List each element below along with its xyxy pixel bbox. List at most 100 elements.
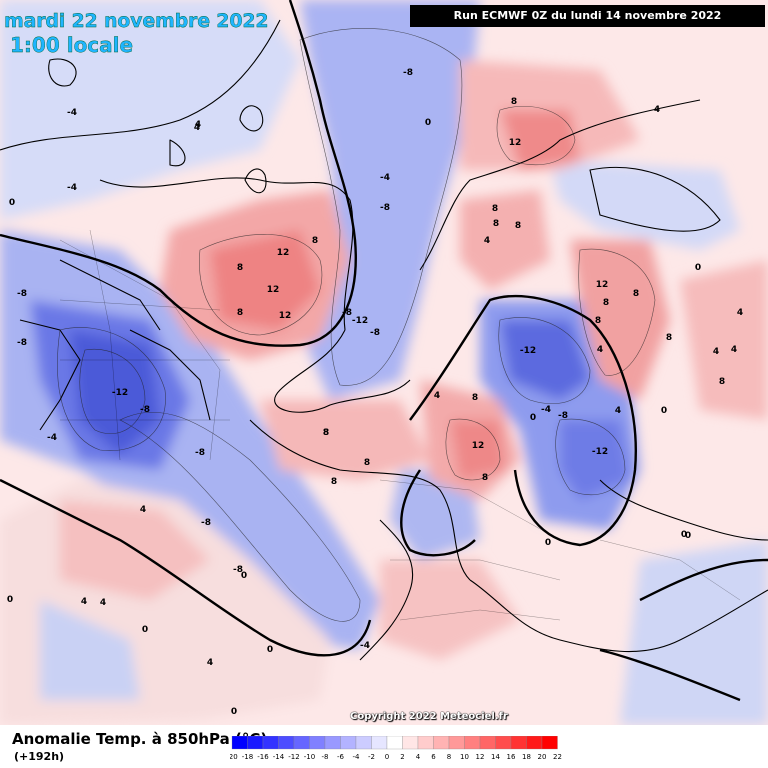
legend-tick: 4 <box>416 753 421 761</box>
contour-label: -8 <box>558 411 568 421</box>
contour-label: 0 <box>681 530 687 540</box>
run-info: Run ECMWF 0Z du lundi 14 novembre 2022 <box>410 5 765 27</box>
contour-label: -12 <box>520 346 536 356</box>
forecast-date: mardi 22 novembre 2022 <box>4 10 269 32</box>
contour-label: -8 <box>17 289 27 299</box>
legend-tick: -14 <box>273 753 285 761</box>
legend-tick: -12 <box>288 753 299 761</box>
contour-label: -8 <box>201 518 211 528</box>
contour-label: 0 <box>7 595 13 605</box>
contour-label: -8 <box>380 203 390 213</box>
contour-label: 12 <box>472 441 485 451</box>
contour-label: 4 <box>654 105 660 115</box>
legend-tick: 6 <box>431 753 436 761</box>
graticule <box>59 229 741 621</box>
color-scale: -20-18-16-14-12-10-8-6-4-202468101214161… <box>230 736 562 761</box>
legend-tick: 16 <box>507 753 516 761</box>
contour-label: 8 <box>312 236 318 246</box>
contour-label: 4 <box>615 406 621 416</box>
legend-tick: 2 <box>400 753 404 761</box>
contour-label: 8 <box>237 308 243 318</box>
contour-label: 12 <box>267 285 280 295</box>
contour-label: 8 <box>515 221 521 231</box>
legend-swatch <box>479 736 496 750</box>
legend-tick: -6 <box>337 753 345 761</box>
legend-tick: 0 <box>385 753 389 761</box>
contour-label: -12 <box>352 316 368 326</box>
legend-swatch <box>402 736 419 750</box>
contour-label: -4 <box>47 433 57 443</box>
legend-swatch <box>386 736 403 750</box>
contour-label: 0 <box>425 118 431 128</box>
contour-label: 12 <box>279 311 292 321</box>
contour-label: 0 <box>241 571 247 581</box>
legend-swatch <box>278 736 295 750</box>
contour-label: 4 <box>140 505 146 515</box>
forecast-lead: (+192h) <box>14 750 65 763</box>
legend-swatch <box>355 736 372 750</box>
contour-label: 8 <box>603 298 609 308</box>
contour-label: 0 <box>545 538 551 548</box>
legend-swatch <box>495 736 512 750</box>
contour-label: -8 <box>233 565 243 575</box>
contour-label: 4 <box>434 391 440 401</box>
legend-panel: Anomalie Temp. à 850hPa (°C) (+192h) -20… <box>0 725 768 768</box>
contour-label: 8 <box>719 377 725 387</box>
contour-label: 12 <box>596 280 609 290</box>
anomaly-contours <box>57 28 656 622</box>
contour-label: 4 <box>731 345 737 355</box>
legend-swatch <box>526 736 543 750</box>
legend-swatch <box>231 736 248 750</box>
legend-tick: 22 <box>553 753 562 761</box>
legend-title: Anomalie Temp. à 850hPa (°C) <box>12 730 268 748</box>
contour-label: 8 <box>237 263 243 273</box>
contour-label: 0 <box>661 406 667 416</box>
legend-swatch <box>371 736 388 750</box>
legend-tick: 10 <box>460 753 469 761</box>
legend-tick: 18 <box>522 753 531 761</box>
legend-swatch <box>464 736 481 750</box>
legend-tick: -18 <box>242 753 253 761</box>
contour-label: 4 <box>81 597 87 607</box>
legend-tick: 12 <box>476 753 485 761</box>
contour-label: -4 <box>67 183 77 193</box>
legend-swatch <box>247 736 264 750</box>
contour-label: 4 <box>194 123 200 133</box>
contour-label: -12 <box>592 447 608 457</box>
contour-label: 4 <box>195 120 201 130</box>
contour-label: -12 <box>112 388 128 398</box>
legend-tick: -10 <box>304 753 315 761</box>
contour-label: 4 <box>737 308 743 318</box>
legend-swatch <box>309 736 326 750</box>
legend-swatch <box>448 736 465 750</box>
legend-tick: -2 <box>368 753 375 761</box>
contour-label: 8 <box>323 428 329 438</box>
legend-swatch <box>433 736 450 750</box>
contour-label: -8 <box>403 68 413 78</box>
contour-label: 8 <box>666 333 672 343</box>
contour-label: 8 <box>511 97 517 107</box>
contour-label: -8 <box>342 308 352 318</box>
coastlines <box>0 19 768 661</box>
contour-label: 4 <box>207 658 213 668</box>
contour-label: 4 <box>100 598 106 608</box>
contour-label: 4 <box>713 347 719 357</box>
legend-tick: 8 <box>447 753 451 761</box>
contour-label: -4 <box>380 173 390 183</box>
legend-swatch <box>340 736 357 750</box>
contour-label: 0 <box>9 198 15 208</box>
contour-label: 0 <box>231 707 237 717</box>
contour-label: 8 <box>331 477 337 487</box>
legend-swatch <box>510 736 527 750</box>
contour-label: 8 <box>323 428 329 438</box>
legend-tick: 14 <box>491 753 500 761</box>
copyright: Copyright 2022 Meteociel.fr <box>350 711 508 722</box>
contour-label: 8 <box>364 458 370 468</box>
contour-label: 0 <box>685 531 691 541</box>
legend-tick: -20 <box>230 753 238 761</box>
legend-swatch <box>293 736 310 750</box>
legend-swatch <box>262 736 279 750</box>
contour-label: -8 <box>140 405 150 415</box>
legend-tick: -16 <box>257 753 269 761</box>
